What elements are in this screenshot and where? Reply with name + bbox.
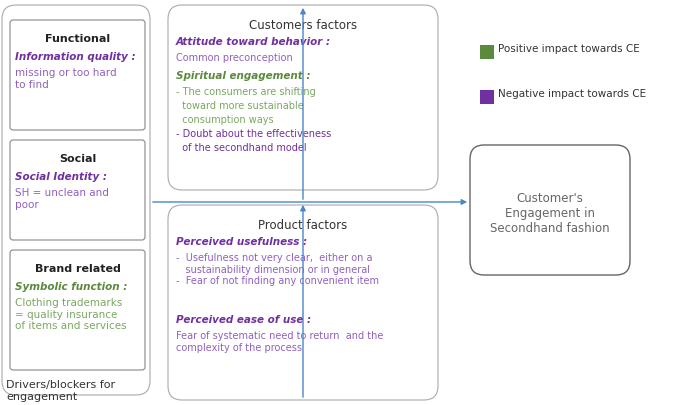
Text: - The consumers are shifting: - The consumers are shifting <box>176 87 316 97</box>
Text: Symbolic function :: Symbolic function : <box>15 282 127 292</box>
Text: - Doubt about the effectiveness: - Doubt about the effectiveness <box>176 129 331 139</box>
Text: Attitude toward behavior :: Attitude toward behavior : <box>176 37 331 47</box>
Text: Clothing trademarks
= quality insurance
of items and services: Clothing trademarks = quality insurance … <box>15 298 127 331</box>
FancyBboxPatch shape <box>2 5 150 395</box>
Text: -  Usefulness not very clear,  either on a
   sustainability dimension or in gen: - Usefulness not very clear, either on a… <box>176 253 379 286</box>
Text: Fear of systematic need to return  and the
complexity of the process: Fear of systematic need to return and th… <box>176 331 383 353</box>
Text: consumption ways: consumption ways <box>176 115 274 125</box>
Text: Perceived ease of use :: Perceived ease of use : <box>176 315 311 325</box>
FancyBboxPatch shape <box>10 20 145 130</box>
Text: Social: Social <box>59 154 96 164</box>
FancyBboxPatch shape <box>10 250 145 370</box>
Text: Functional: Functional <box>45 34 110 44</box>
Bar <box>480 90 494 104</box>
Text: Customer's
Engagement in
Secondhand fashion: Customer's Engagement in Secondhand fash… <box>490 192 609 235</box>
Text: Customers factors: Customers factors <box>249 19 357 32</box>
FancyBboxPatch shape <box>10 140 145 240</box>
Text: Spiritual engagement :: Spiritual engagement : <box>176 71 311 81</box>
Text: toward more sustainable: toward more sustainable <box>176 101 304 111</box>
FancyBboxPatch shape <box>168 205 438 400</box>
Text: Perceived usefulness :: Perceived usefulness : <box>176 237 307 247</box>
Text: of the secondhand model: of the secondhand model <box>176 143 306 153</box>
FancyBboxPatch shape <box>168 5 438 190</box>
Text: Positive impact towards CE: Positive impact towards CE <box>498 44 639 54</box>
Text: SH = unclean and
poor: SH = unclean and poor <box>15 188 109 210</box>
Text: Product factors: Product factors <box>258 219 347 232</box>
Text: Brand related: Brand related <box>35 264 121 274</box>
Text: Social Identity :: Social Identity : <box>15 172 107 182</box>
Text: Drivers/blockers for
engagement: Drivers/blockers for engagement <box>6 380 115 402</box>
Text: Information quality :: Information quality : <box>15 52 136 62</box>
Text: missing or too hard
to find: missing or too hard to find <box>15 68 116 90</box>
FancyBboxPatch shape <box>470 145 630 275</box>
Bar <box>480 45 494 59</box>
Text: Negative impact towards CE: Negative impact towards CE <box>498 89 646 99</box>
Text: Common preconception: Common preconception <box>176 53 293 63</box>
